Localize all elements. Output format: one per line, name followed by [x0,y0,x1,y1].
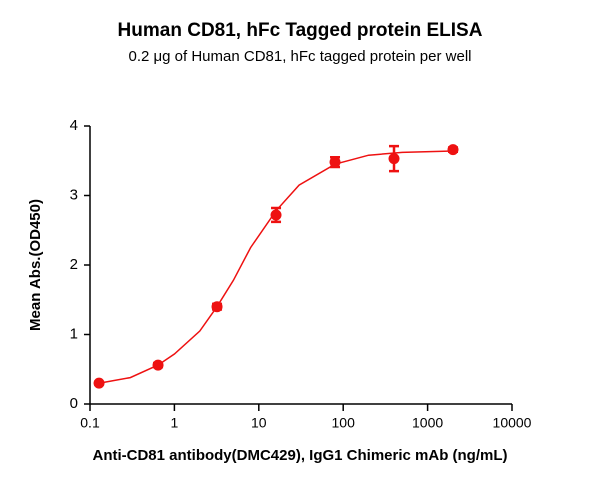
y-tick-label: 4 [70,117,78,134]
x-tick-label: 10 [251,415,267,431]
chart-title: Human CD81, hFc Tagged protein ELISA [118,20,483,41]
y-tick-label: 1 [70,325,78,342]
x-axis-label: Anti-CD81 antibody(DMC429), IgG1 Chimeri… [92,447,507,464]
x-tick-label: 0.1 [80,415,100,431]
x-tick-label: 1000 [412,415,443,431]
data-point [152,359,164,371]
y-tick-label: 0 [70,395,78,412]
data-point [270,209,282,221]
x-tick-label: 1 [171,415,179,431]
data-point [388,153,400,165]
x-tick-label: 10000 [493,415,532,431]
y-axis-label: Mean Abs.(OD450) [27,199,44,331]
x-tick-label: 100 [332,415,356,431]
data-point [211,301,223,313]
data-point [329,156,341,168]
data-point [93,377,105,389]
y-tick-label: 3 [70,186,78,203]
fit-curve [99,150,454,384]
y-tick-label: 2 [70,256,78,273]
chart-subtitle: 0.2 μg of Human CD81, hFc tagged protein… [129,48,472,65]
data-point [447,144,459,156]
